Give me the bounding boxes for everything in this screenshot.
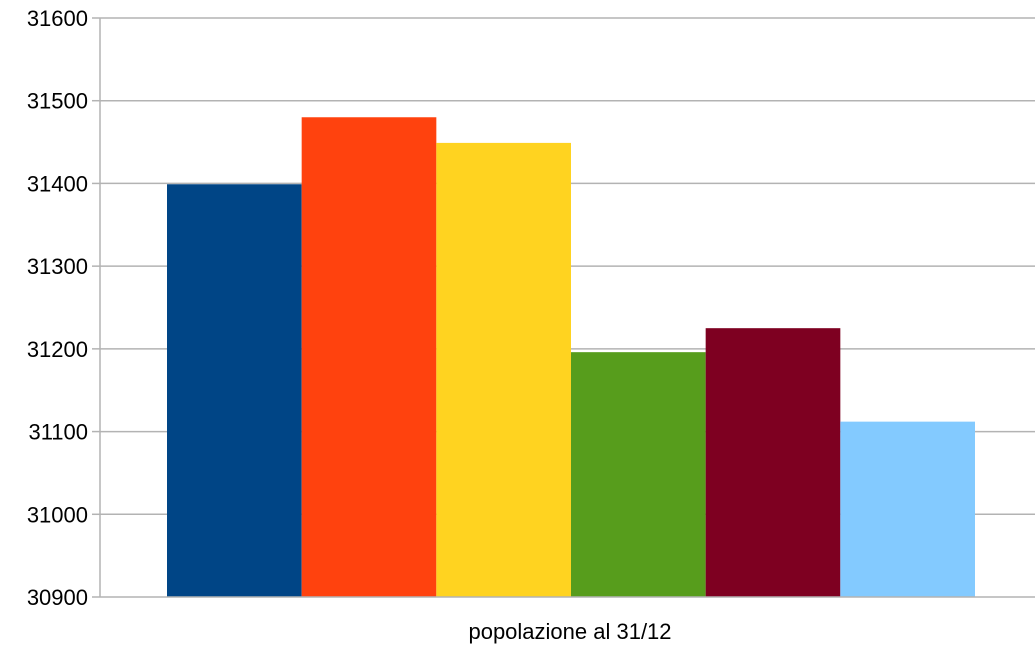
- y-tick-label: 31300: [27, 254, 88, 279]
- bar-2: [301, 117, 437, 597]
- bar-3: [436, 142, 571, 598]
- y-tick-label: 31200: [27, 337, 88, 362]
- y-tick-label: 31400: [27, 171, 88, 196]
- y-tick-label: 31500: [27, 89, 88, 114]
- y-tick-label: 31000: [27, 502, 88, 527]
- y-tick-label: 30900: [27, 585, 88, 610]
- bar-6: [840, 421, 975, 597]
- y-tick-labels: 30900 31000 31100 31200 31300 31400 31500 31600: [27, 6, 100, 610]
- axes: [99, 18, 1035, 598]
- bar-4: [571, 352, 706, 597]
- x-category-label: popolazione al 31/12: [468, 619, 671, 644]
- bar-5: [705, 328, 841, 597]
- bar-1: [167, 184, 302, 597]
- y-tick-label: 31600: [27, 6, 88, 31]
- y-tick-label: 31100: [28, 420, 88, 445]
- bars: [167, 117, 975, 598]
